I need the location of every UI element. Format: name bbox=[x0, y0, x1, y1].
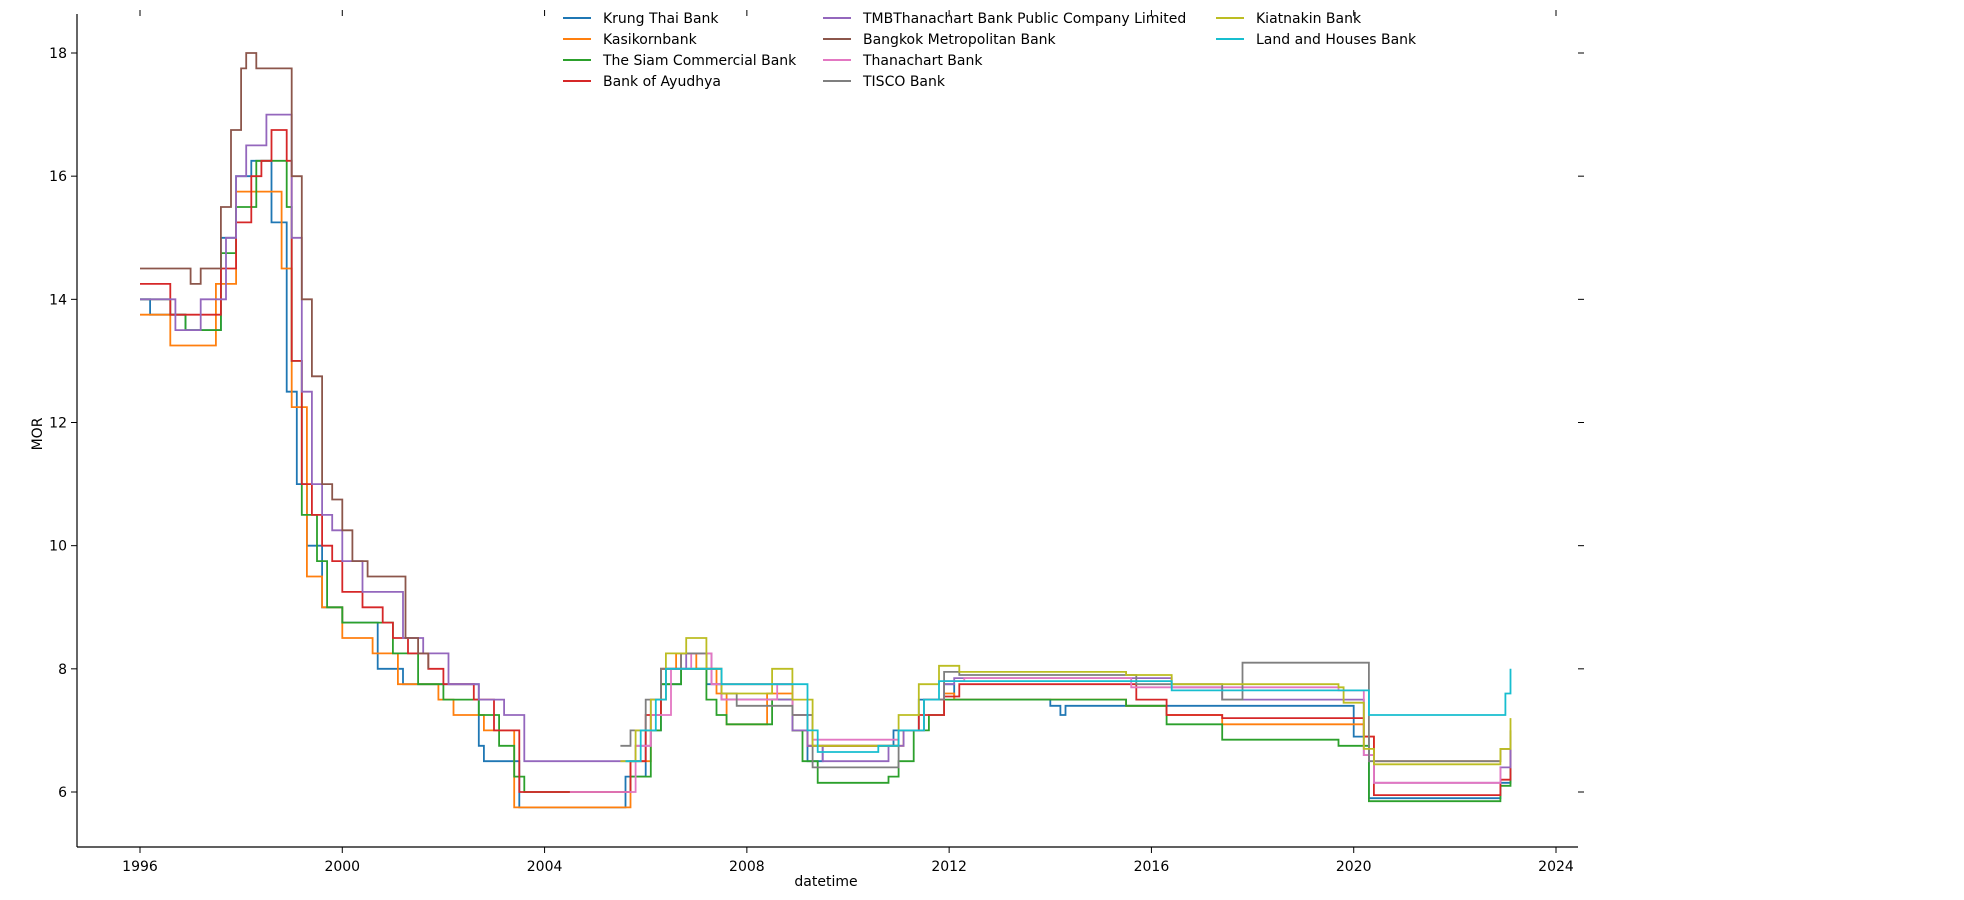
y-tick-label: 6 bbox=[58, 785, 67, 801]
x-tick-label: 2008 bbox=[729, 859, 765, 875]
plot-axes bbox=[76, 14, 1578, 848]
y-tick-label: 14 bbox=[49, 292, 67, 308]
x-tick-label: 2000 bbox=[324, 859, 360, 875]
x-tick-label: 2024 bbox=[1538, 859, 1574, 875]
legend-entry: Kiatnakin Bank bbox=[1256, 11, 1362, 27]
x-tick-label: 2020 bbox=[1336, 859, 1372, 875]
series-layer bbox=[140, 52, 1512, 809]
legend-entry: Krung Thai Bank bbox=[603, 11, 719, 27]
y-tick-label: 10 bbox=[49, 539, 67, 555]
series-line bbox=[140, 113, 1512, 784]
legend-entry: Bank of Ayudhya bbox=[603, 74, 721, 90]
legend-entry: TISCO Bank bbox=[862, 74, 946, 90]
series-line bbox=[140, 190, 1512, 809]
series-line bbox=[620, 637, 1512, 766]
series-line bbox=[140, 52, 430, 669]
series-line bbox=[625, 667, 1512, 763]
y-axis-ticks: 6 8 10 12 14 16 18 bbox=[49, 46, 1584, 801]
y-tick-label: 16 bbox=[49, 169, 67, 185]
legend-entry: Bangkok Metropolitan Bank bbox=[863, 32, 1057, 48]
y-tick-label: 8 bbox=[58, 662, 67, 678]
series-line bbox=[140, 129, 1512, 796]
y-tick-label: 12 bbox=[49, 416, 67, 432]
legend-entry: TMBThanachart Bank Public Company Limite… bbox=[862, 11, 1186, 27]
x-tick-label: 2012 bbox=[931, 859, 967, 875]
y-tick-label: 18 bbox=[49, 46, 67, 62]
legend-entry: Kasikornbank bbox=[603, 32, 698, 48]
x-tick-label: 1996 bbox=[122, 859, 158, 875]
x-tick-label: 2016 bbox=[1134, 859, 1170, 875]
series-line bbox=[140, 159, 1512, 809]
legend-entry: Land and Houses Bank bbox=[1256, 32, 1417, 48]
x-tick-label: 2004 bbox=[527, 859, 563, 875]
legend-entry: The Siam Commercial Bank bbox=[602, 53, 797, 69]
y-axis-label: MOR bbox=[30, 417, 46, 450]
x-axis-label: datetime bbox=[794, 874, 857, 890]
chart-legend: Krung Thai Bank Kasikornbank The Siam Comm… bbox=[563, 11, 1417, 90]
x-axis-ticks: 1996 2000 2004 2008 2012 2016 2020 2024 bbox=[122, 10, 1574, 875]
legend-entry: Thanachart Bank bbox=[862, 53, 983, 69]
